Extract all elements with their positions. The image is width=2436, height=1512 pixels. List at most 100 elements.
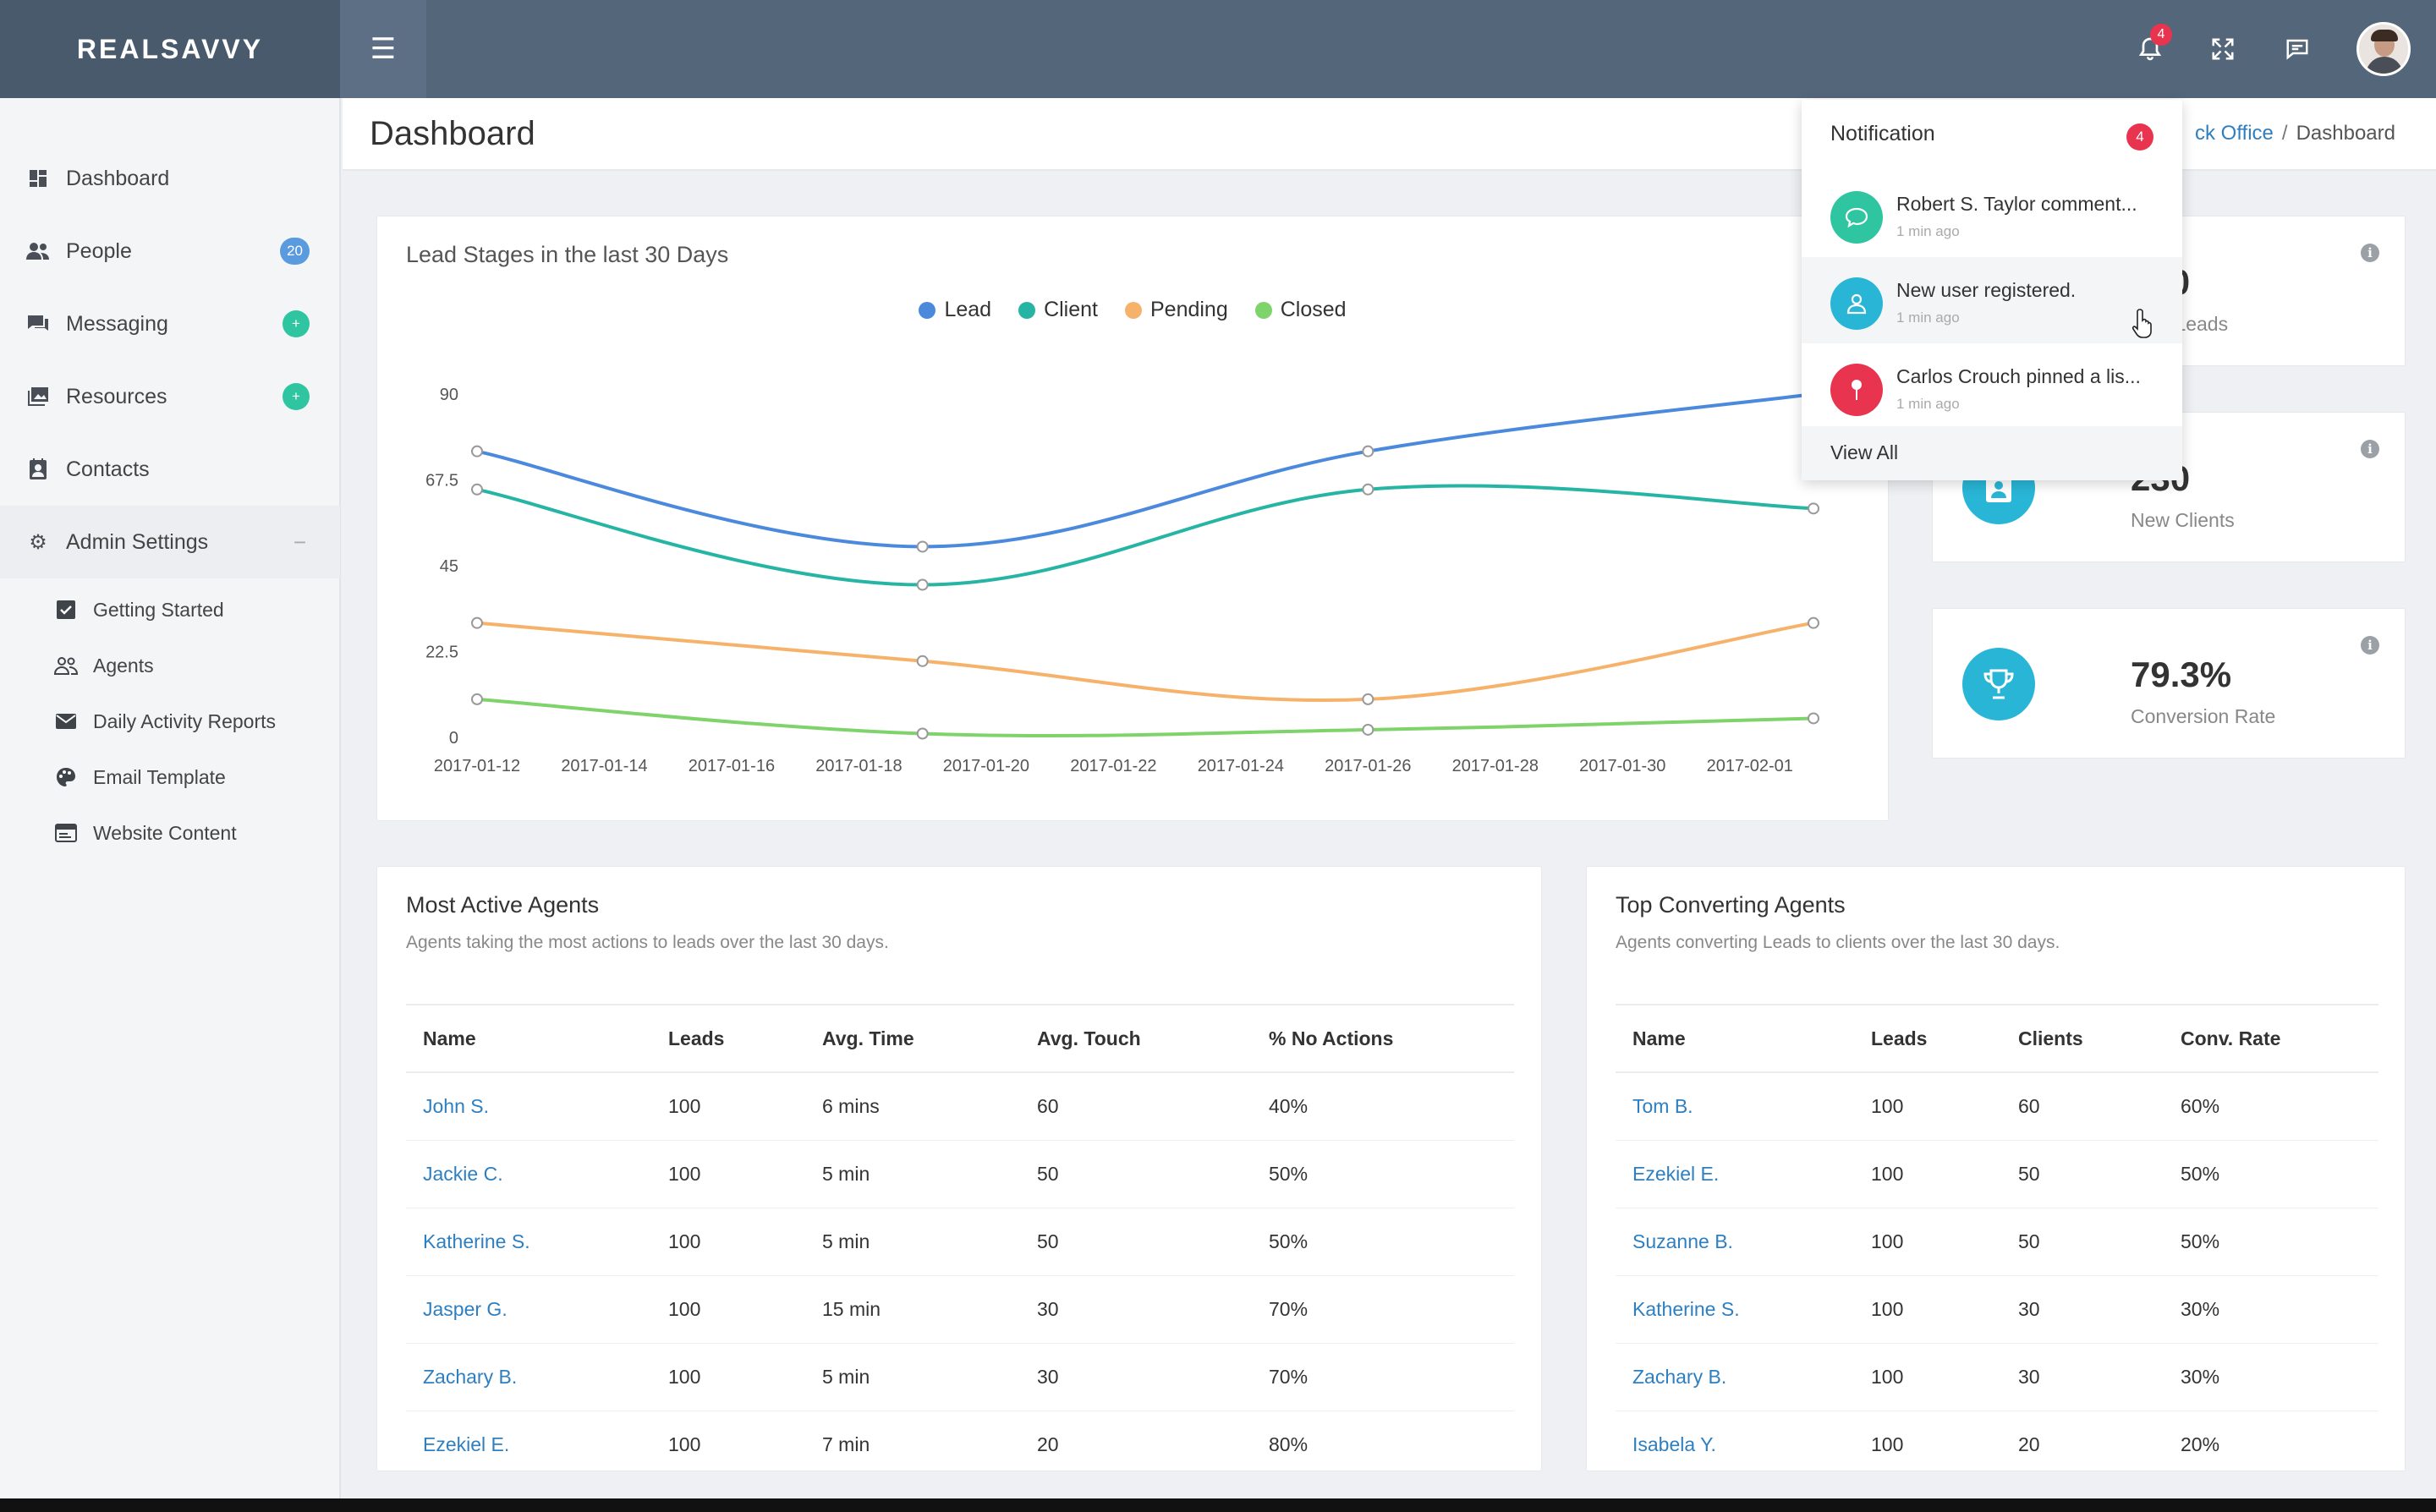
notification-time: 1 min ago: [1896, 310, 1960, 326]
user-avatar[interactable]: [2356, 22, 2411, 76]
lead-stages-chart-card: Lead Stages in the last 30 Days Lead Cli…: [376, 216, 1889, 821]
breadcrumb-current: Dashboard: [2296, 122, 2395, 145]
table-row: Jackie C. 100 5 min 50 50%: [406, 1140, 1514, 1208]
column-header-avg-touch[interactable]: Avg. Touch: [1020, 1004, 1252, 1073]
agent-name-link[interactable]: Jasper G.: [406, 1275, 651, 1344]
x-tick-label: 2017-01-22: [1070, 757, 1156, 775]
data-point-client: [916, 578, 929, 591]
column-header-name[interactable]: Name: [1616, 1004, 1854, 1073]
table-cell: 20: [2001, 1411, 2164, 1460]
people-icon: [25, 238, 51, 264]
notification-dropdown: Notification 4 Robert S. Taylor comment.…: [1802, 100, 2182, 480]
column-header-leads[interactable]: Leads: [651, 1004, 805, 1073]
column-header-no-actions[interactable]: % No Actions: [1252, 1004, 1514, 1073]
data-point-pending: [1362, 693, 1374, 705]
column-header-avg-time[interactable]: Avg. Time: [805, 1004, 1020, 1073]
sidebar-subitem-getting-started[interactable]: Getting Started: [0, 582, 340, 638]
sidebar-item-admin-settings[interactable]: ⚙ Admin Settings −: [0, 506, 340, 578]
view-all-link[interactable]: View All: [1830, 441, 1899, 463]
agent-name-link[interactable]: John S.: [406, 1072, 651, 1141]
table-cell: 30%: [2164, 1343, 2378, 1411]
table-row: John S. 100 6 mins 60 40%: [406, 1072, 1514, 1141]
agent-name-link[interactable]: Zachary B.: [1616, 1343, 1854, 1411]
sidebar-subitem-agents[interactable]: Agents: [0, 638, 340, 693]
sidebar-item-label: Admin Settings: [66, 529, 209, 554]
table-cell: 80%: [1252, 1411, 1514, 1460]
sidebar-subitem-label: Website Content: [93, 821, 237, 844]
column-header-conv-rate[interactable]: Conv. Rate: [2164, 1004, 2378, 1073]
legend-item-pending[interactable]: Pending: [1124, 298, 1228, 322]
notification-item[interactable]: New user registered. 1 min ago: [1802, 257, 2182, 343]
x-tick-label: 2017-01-16: [689, 757, 775, 775]
legend-swatch: [1124, 301, 1142, 319]
legend-item-lead[interactable]: Lead: [919, 298, 991, 322]
agent-name-link[interactable]: Katherine S.: [1616, 1275, 1854, 1344]
breadcrumb: ck Office / Dashboard: [2195, 122, 2395, 145]
info-icon[interactable]: i: [2361, 636, 2379, 655]
info-icon[interactable]: i: [2361, 244, 2379, 262]
most-active-agents-card: Most Active Agents Agents taking the mos…: [376, 866, 1542, 1471]
brand-logo[interactable]: REALSAVVY: [0, 0, 340, 98]
sidebar-subitem-daily-activity-reports[interactable]: Daily Activity Reports: [0, 693, 340, 749]
agent-name-link[interactable]: Tom B.: [1616, 1072, 1854, 1141]
notification-time: 1 min ago: [1896, 223, 1960, 239]
x-tick-label: 2017-02-01: [1707, 757, 1793, 775]
sidebar-subitem-website-content[interactable]: Website Content: [0, 805, 340, 861]
messaging-add-badge[interactable]: +: [283, 310, 310, 337]
table-cell: 30: [1020, 1343, 1252, 1411]
top-bar: REALSAVVY ☰ 4: [0, 0, 2436, 98]
collapse-toggle-icon[interactable]: −: [293, 529, 306, 555]
sidebar-item-resources[interactable]: Resources +: [0, 360, 340, 433]
sidebar-subitem-email-template[interactable]: Email Template: [0, 749, 340, 805]
table-cell: 30: [2001, 1343, 2164, 1411]
column-header-name[interactable]: Name: [406, 1004, 651, 1073]
stat-label: Conversion Rate: [2131, 705, 2276, 727]
agent-name-link[interactable]: Ezekiel E.: [406, 1411, 651, 1460]
trophy-icon: [1962, 648, 2035, 720]
table-cell: 5 min: [805, 1140, 1020, 1208]
data-point-client: [1362, 483, 1374, 496]
table-cell: 70%: [1252, 1343, 1514, 1411]
card-subtitle: Agents taking the most actions to leads …: [406, 933, 889, 952]
y-tick-label: 22.5: [425, 644, 458, 662]
agent-name-link[interactable]: Ezekiel E.: [1616, 1140, 1854, 1208]
checkbox-icon: [54, 598, 78, 622]
agent-name-link[interactable]: Zachary B.: [406, 1343, 651, 1411]
column-header-clients[interactable]: Clients: [2001, 1004, 2164, 1073]
resources-add-badge[interactable]: +: [283, 383, 310, 410]
breadcrumb-link-back-office[interactable]: ck Office: [2194, 122, 2274, 145]
legend-label: Client: [1044, 298, 1098, 321]
comment-icon: [1830, 191, 1883, 244]
notification-item[interactable]: Carlos Crouch pinned a lis... 1 min ago: [1802, 343, 2182, 430]
sidebar-item-contacts[interactable]: Contacts: [0, 433, 340, 506]
agent-name-link[interactable]: Isabela Y.: [1616, 1411, 1854, 1460]
table-row: Suzanne B. 100 50 50%: [1616, 1208, 2378, 1276]
table-cell: 30: [1020, 1275, 1252, 1344]
sidebar-item-label: Resources: [66, 384, 167, 408]
agent-name-link[interactable]: Katherine S.: [406, 1208, 651, 1276]
resources-icon: [25, 384, 51, 409]
table-scroll-area[interactable]: Name Leads Avg. Time Avg. Touch % No Act…: [406, 1004, 1514, 1460]
fullscreen-button[interactable]: [2199, 25, 2247, 73]
menu-toggle-button[interactable]: ☰: [340, 0, 426, 98]
column-header-leads[interactable]: Leads: [1854, 1004, 2001, 1073]
table-cell: 50%: [2164, 1140, 2378, 1208]
agent-name-link[interactable]: Jackie C.: [406, 1140, 651, 1208]
legend-item-closed[interactable]: Closed: [1254, 298, 1347, 322]
table-scroll-area[interactable]: Name Leads Clients Conv. Rate Tom B. 100 6…: [1616, 1004, 2378, 1460]
sidebar-item-dashboard[interactable]: Dashboard: [0, 142, 340, 215]
sidebar-item-messaging[interactable]: Messaging +: [0, 288, 340, 360]
x-tick-label: 2017-01-14: [561, 757, 647, 775]
data-point-closed: [471, 693, 483, 705]
agent-name-link[interactable]: Suzanne B.: [1616, 1208, 1854, 1276]
chat-button[interactable]: [2274, 25, 2321, 73]
info-icon[interactable]: i: [2361, 440, 2379, 458]
notification-item[interactable]: Robert S. Taylor comment... 1 min ago: [1802, 171, 2182, 257]
sidebar-item-people[interactable]: People 20: [0, 215, 340, 288]
legend-item-client[interactable]: Client: [1018, 298, 1098, 322]
table-cell: 50: [1020, 1140, 1252, 1208]
notifications-button[interactable]: 4: [2126, 24, 2174, 73]
legend-label: Pending: [1149, 298, 1228, 321]
envelope-icon: [54, 709, 78, 733]
table-cell: 50: [2001, 1208, 2164, 1276]
